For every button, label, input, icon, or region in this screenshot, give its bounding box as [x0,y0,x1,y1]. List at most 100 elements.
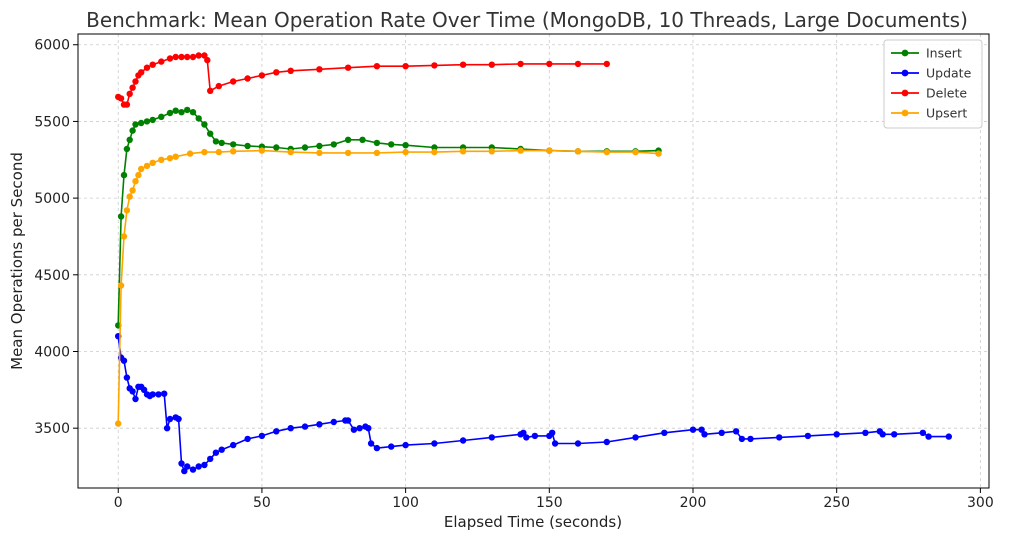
data-point-delete [402,62,409,70]
legend-item-delete: Delete [891,86,967,101]
data-point-update [776,434,783,441]
data-point-update [531,432,539,440]
data-point-upsert [574,148,582,155]
data-point-delete [143,64,151,71]
data-point-update [244,435,251,443]
data-point-upsert [215,148,222,156]
data-point-delete [189,53,197,61]
data-point-update [207,455,214,463]
data-point-delete [316,66,323,73]
legend-label-insert: Insert [926,46,962,61]
legend-marker-update [901,69,909,77]
data-point-update [140,386,148,393]
data-point-delete [201,52,208,59]
data-point-update [230,441,237,449]
data-point-update [189,466,197,473]
data-point-delete [132,78,139,85]
data-point-update [698,426,705,433]
data-point-update [175,415,182,423]
data-point-insert [149,116,156,124]
data-point-insert [184,106,191,114]
data-point-delete [488,61,495,68]
data-point-update [301,423,309,430]
data-point-update [402,441,409,449]
data-point-update [804,432,812,440]
data-point-delete [546,60,553,68]
data-point-insert [172,107,179,114]
y-tick-label: 5000 [34,191,70,207]
data-point-delete [207,87,214,95]
plot-frame [77,33,990,489]
data-point-delete [517,60,524,68]
data-point-update [523,434,530,441]
data-point-update [925,433,932,440]
data-point-update [316,421,323,428]
data-point-update [945,433,952,440]
data-point-delete [117,95,125,102]
x-tick-label: 250 [823,495,850,511]
data-point-update [549,429,556,436]
data-point-upsert [632,148,639,156]
data-point-upsert [459,148,467,155]
data-point-insert [330,141,337,148]
data-point-insert [244,142,251,150]
data-point-update [632,434,639,441]
data-point-insert [126,136,133,143]
data-point-insert [344,136,352,143]
series-upsert [115,147,662,427]
data-point-update [738,435,746,443]
data-point-insert [189,109,197,116]
data-point-delete [431,62,438,69]
data-point-delete [149,61,156,68]
data-point-insert [129,127,136,134]
data-point-upsert [166,155,174,162]
data-point-insert [195,115,202,122]
data-point-insert [388,141,395,148]
data-point-update [459,437,467,444]
data-point-upsert [115,420,122,427]
legend-marker-upsert [901,109,909,117]
data-point-update [574,440,582,447]
data-point-delete [215,82,222,90]
y-tick-label: 4500 [34,268,70,284]
plot-series [115,52,952,475]
data-point-update [120,357,128,364]
data-point-update [603,438,610,446]
data-point-delete [123,101,131,108]
legend-item-insert: Insert [891,46,962,61]
data-point-update [178,460,185,467]
data-point-update [701,431,708,438]
data-point-upsert [488,148,495,155]
data-point-update [149,391,156,398]
data-point-delete [172,53,179,61]
data-point-update [129,388,136,395]
data-point-update [373,444,381,452]
data-point-upsert [135,171,142,179]
data-point-delete [129,84,136,91]
data-point-update [344,417,352,424]
data-point-delete [287,67,294,75]
data-point-insert [207,130,214,137]
data-point-delete [204,56,211,64]
data-point-upsert [117,282,125,289]
y-axis-label: Mean Operations per Second [8,152,26,370]
data-point-insert [123,145,131,153]
data-point-update [212,449,220,456]
data-point-update [132,395,139,403]
data-point-upsert [143,162,151,170]
data-point-upsert [123,207,131,214]
data-point-update [919,429,927,436]
data-point-insert [132,121,139,128]
data-point-insert [359,136,366,143]
data-point-update [551,440,559,447]
data-point-update [747,435,754,443]
data-point-update [365,425,372,432]
legend-label-update: Update [926,66,972,81]
series-delete [115,52,610,108]
y-tick-label: 5500 [34,114,70,130]
data-point-upsert [158,156,165,163]
data-point-update [201,461,208,469]
legend-label-upsert: Upsert [926,106,967,121]
